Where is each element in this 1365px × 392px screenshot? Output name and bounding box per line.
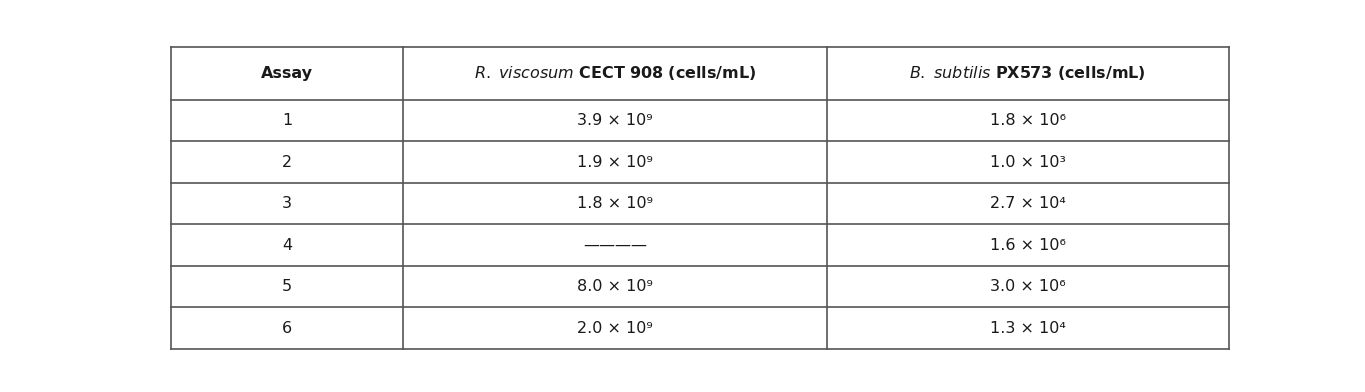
Text: 6: 6 (283, 321, 292, 336)
Text: 5: 5 (283, 279, 292, 294)
Text: $\mathit{R.\ viscosum}$$\bf{\ CECT\ 908\ (cells/mL)}$: $\mathit{R.\ viscosum}$$\bf{\ CECT\ 908\… (474, 64, 756, 82)
Text: Assay: Assay (261, 66, 313, 81)
Text: 3: 3 (283, 196, 292, 211)
Text: 1: 1 (281, 113, 292, 128)
Text: 1.9 × 10⁹: 1.9 × 10⁹ (577, 154, 652, 170)
Text: 3.9 × 10⁹: 3.9 × 10⁹ (577, 113, 652, 128)
Text: $\mathit{B.\ subtilis}$$\bf{\ PX573\ (cells/mL)}$: $\mathit{B.\ subtilis}$$\bf{\ PX573\ (ce… (909, 64, 1145, 82)
Text: 1.0 × 10³: 1.0 × 10³ (990, 154, 1066, 170)
Text: 1.8 × 10⁹: 1.8 × 10⁹ (577, 196, 652, 211)
Text: 2.0 × 10⁹: 2.0 × 10⁹ (577, 321, 652, 336)
Text: 4: 4 (283, 238, 292, 252)
Text: 3.0 × 10⁶: 3.0 × 10⁶ (990, 279, 1065, 294)
Text: 2.7 × 10⁴: 2.7 × 10⁴ (990, 196, 1066, 211)
Text: 1.6 × 10⁶: 1.6 × 10⁶ (990, 238, 1066, 252)
Text: 1.8 × 10⁶: 1.8 × 10⁶ (990, 113, 1066, 128)
Text: 1.3 × 10⁴: 1.3 × 10⁴ (990, 321, 1066, 336)
Text: 8.0 × 10⁹: 8.0 × 10⁹ (577, 279, 652, 294)
Text: ————: ———— (583, 238, 647, 252)
Text: 2: 2 (283, 154, 292, 170)
